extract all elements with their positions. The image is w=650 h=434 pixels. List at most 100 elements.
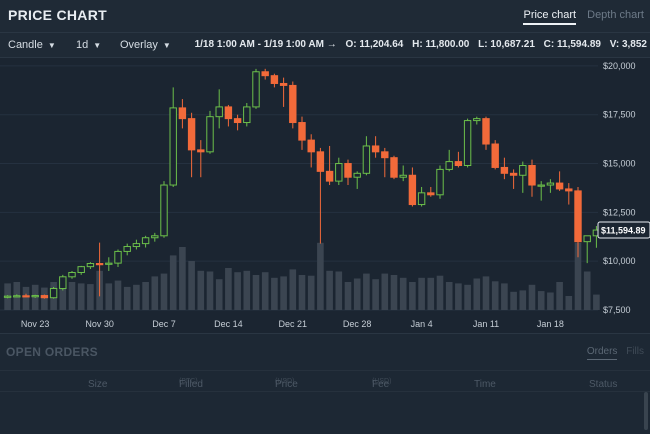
y-tick-label: $17,500 xyxy=(603,110,636,120)
volume-bar xyxy=(519,290,527,310)
caret-down-icon: ▼ xyxy=(47,41,56,50)
volume-bar xyxy=(280,276,287,310)
volume-bar xyxy=(482,276,490,310)
volume-label: V: xyxy=(609,39,620,50)
low-value: 10,687.21 xyxy=(490,39,535,50)
volume-bar xyxy=(271,277,278,310)
orders-table-header: Size Filled (BTC) Price (USD) Fee (USD) … xyxy=(0,370,650,392)
candle-up xyxy=(160,184,168,237)
candle-down xyxy=(40,295,49,299)
volume-bar xyxy=(133,284,140,310)
overlay-label: Overlay xyxy=(120,39,158,51)
interval-dropdown[interactable]: 1d ▼ xyxy=(76,39,101,51)
price-chart[interactable]: $20,000 $17,500 $15,000 $12,500 $10,000 $7,50… xyxy=(0,58,650,333)
current-price-tag xyxy=(597,221,650,239)
candle-up xyxy=(77,266,85,274)
candle-up xyxy=(13,295,21,298)
open-label: O: xyxy=(345,39,357,50)
volume-bar xyxy=(326,270,333,310)
candle-up xyxy=(583,235,591,243)
current-price-label: $11,594.89 xyxy=(601,226,646,236)
candle-down xyxy=(574,190,582,243)
candle-up xyxy=(206,116,214,153)
candle-down xyxy=(197,149,205,153)
volume-bar xyxy=(436,275,444,310)
candle-down xyxy=(427,192,435,196)
volume-bar xyxy=(234,272,241,310)
candle-down xyxy=(270,75,279,84)
candle-down xyxy=(371,145,380,153)
volume-bar xyxy=(206,271,214,310)
candle-up xyxy=(3,295,12,298)
scrollbar[interactable] xyxy=(644,392,648,430)
candle-down xyxy=(233,118,242,124)
col-filled[interactable]: Filled (BTC) xyxy=(179,378,203,390)
x-tick-label: Dec 28 xyxy=(343,319,372,329)
volume-bar xyxy=(22,286,30,310)
y-tick-label: $10,000 xyxy=(603,256,636,266)
candle-up xyxy=(86,263,95,268)
chart-type-label: Candle xyxy=(8,39,43,51)
volume-bar xyxy=(445,282,453,310)
volume-bar xyxy=(41,287,48,310)
time-range: 1/18 1:00 AM - 1/19 1:00 AM → xyxy=(194,39,337,50)
x-tick-label: Dec 14 xyxy=(214,319,243,329)
volume-bar xyxy=(574,242,582,310)
x-tick-label: Jan 4 xyxy=(411,319,433,329)
volume-bar xyxy=(353,278,361,310)
col-fee[interactable]: Fee (USD) xyxy=(372,378,392,390)
open-orders-panel: OPEN ORDERS Orders Fills Size Filled (BT… xyxy=(0,333,650,434)
chart-type-dropdown[interactable]: Candle ▼ xyxy=(8,39,56,51)
candle-down xyxy=(500,166,509,174)
volume-bar xyxy=(427,277,435,310)
tab-orders[interactable]: Orders xyxy=(586,346,618,360)
tab-fills[interactable]: Fills xyxy=(626,346,644,357)
overlay-dropdown[interactable]: Overlay ▼ xyxy=(120,39,171,51)
candle-down xyxy=(22,295,30,298)
volume-bar xyxy=(87,284,94,310)
volume-bar xyxy=(160,273,168,310)
volume-bar xyxy=(225,268,232,310)
tab-depth-chart[interactable]: Depth chart xyxy=(587,9,644,21)
candle-up xyxy=(243,106,251,124)
candle-up xyxy=(473,118,481,122)
volume-bar xyxy=(68,282,76,310)
x-tick-label: Jan 18 xyxy=(537,319,564,329)
volume-bar xyxy=(491,281,499,310)
volume-bar xyxy=(142,282,149,310)
volume-bar xyxy=(252,275,260,310)
candle-up xyxy=(141,237,150,245)
candle-down xyxy=(555,182,564,190)
volume-bar xyxy=(151,276,159,310)
high-value: 11,800.00 xyxy=(425,39,470,50)
tab-price-chart[interactable]: Price chart xyxy=(523,9,577,25)
candle-down xyxy=(528,164,536,186)
volume-bar xyxy=(298,275,306,310)
x-tick-label: Dec 7 xyxy=(152,319,176,329)
candle-down xyxy=(325,170,334,182)
chart-tabs: Price chart Depth chart xyxy=(515,9,644,25)
caret-down-icon: ▼ xyxy=(162,41,171,50)
y-tick-label: $15,000 xyxy=(603,159,636,169)
col-price[interactable]: Price (USD) xyxy=(275,378,298,390)
volume-bar xyxy=(399,277,407,310)
volume-bar xyxy=(261,272,269,310)
candle-up xyxy=(123,246,131,252)
candle-up xyxy=(417,192,426,206)
volume-bar xyxy=(372,279,379,310)
volume-bar xyxy=(215,279,223,310)
volume-bar xyxy=(464,284,471,310)
volume-bar xyxy=(390,275,398,310)
volume-value: 3,852 xyxy=(621,39,647,50)
close-value: 11,594.89 xyxy=(557,39,601,50)
volume-bar xyxy=(363,273,370,310)
candle-down xyxy=(454,161,463,166)
y-tick-label: $12,500 xyxy=(603,207,636,217)
candle-up xyxy=(49,288,58,299)
candle-down xyxy=(261,71,269,77)
low-label: L: xyxy=(478,39,488,50)
candle-up xyxy=(399,174,407,178)
volume-bar xyxy=(307,275,315,310)
volume-bar xyxy=(418,277,425,310)
candle-up xyxy=(519,164,527,176)
